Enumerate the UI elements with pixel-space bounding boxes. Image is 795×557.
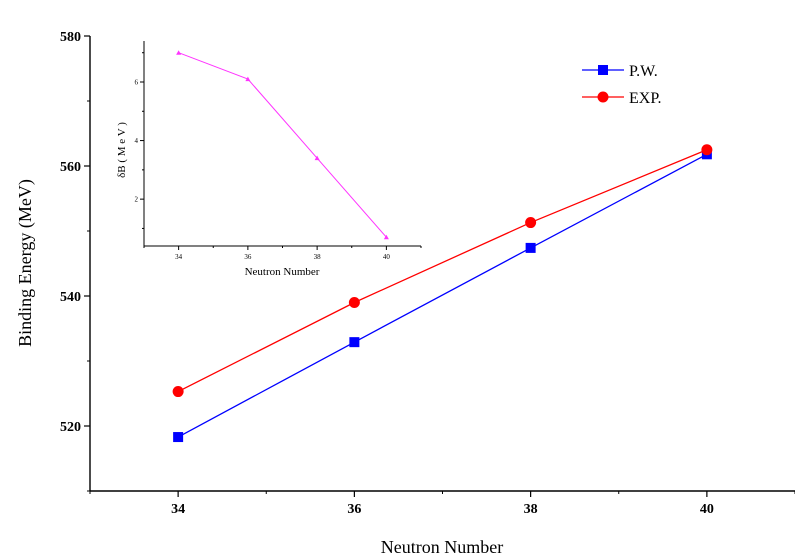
series-line-0 xyxy=(177,153,708,438)
inset-data-point-triangle xyxy=(245,76,251,82)
data-point-square xyxy=(525,242,536,253)
main-series-markers xyxy=(172,144,713,443)
inset-x-tick-label: 40 xyxy=(383,253,391,261)
inset-x-tick-label: 36 xyxy=(244,253,252,261)
inset-data-point-triangle xyxy=(176,50,182,55)
data-point-circle xyxy=(525,217,537,229)
inset-y-tick-label: 2 xyxy=(135,196,139,204)
x-tick-label: 36 xyxy=(347,502,361,517)
legend-label-exp: EXP. xyxy=(629,90,661,107)
inset-series-line xyxy=(178,52,387,238)
y-tick-label: 540 xyxy=(60,290,81,305)
data-point-square xyxy=(173,432,184,443)
data-point-circle xyxy=(701,144,713,156)
x-tick-label: 34 xyxy=(171,502,185,517)
y-tick-label: 580 xyxy=(60,30,81,45)
inset-x-axis-title: Neutron Number xyxy=(245,266,320,278)
main-series-lines xyxy=(177,149,708,438)
y-tick-label: 560 xyxy=(60,160,81,175)
main-ticks: 34 36 38 40 520 540 560 580 xyxy=(60,30,795,517)
main-x-axis-title: Neutron Number xyxy=(381,537,503,557)
inset-data-point-triangle xyxy=(383,234,389,240)
inset-ticks: 34 36 38 40 2 4 6 xyxy=(135,52,422,261)
inset-y-tick-label: 4 xyxy=(135,137,139,145)
inset-plot: 34 36 38 40 2 4 6 Neutron Number δB ( M e V ) xyxy=(116,41,422,278)
legend: P.W. EXP. xyxy=(582,63,661,107)
inset-x-tick-label: 34 xyxy=(175,253,183,261)
inset-series-markers xyxy=(176,50,389,240)
main-plot: 34 36 38 40 520 540 560 580 Neutron Number Bind… xyxy=(15,30,795,557)
series-line-1 xyxy=(177,149,708,393)
legend-label-pw: P.W. xyxy=(629,63,658,80)
y-tick-label: 520 xyxy=(60,420,81,435)
x-tick-label: 40 xyxy=(700,502,714,517)
inset-data-point-triangle xyxy=(314,155,320,161)
x-tick-label: 38 xyxy=(524,502,538,517)
inset-y-axis-title: δB ( M e V ) xyxy=(116,122,128,178)
inset-y-tick-label: 6 xyxy=(135,79,139,87)
legend-marker-pw xyxy=(598,65,608,75)
data-point-square xyxy=(349,337,360,348)
main-y-axis-title: Binding Energy (MeV) xyxy=(15,179,36,347)
legend-marker-exp xyxy=(597,91,609,103)
data-point-circle xyxy=(172,386,184,398)
inset-x-tick-label: 38 xyxy=(314,253,322,261)
data-point-circle xyxy=(348,297,360,308)
inset-series-line-0 xyxy=(178,52,387,238)
